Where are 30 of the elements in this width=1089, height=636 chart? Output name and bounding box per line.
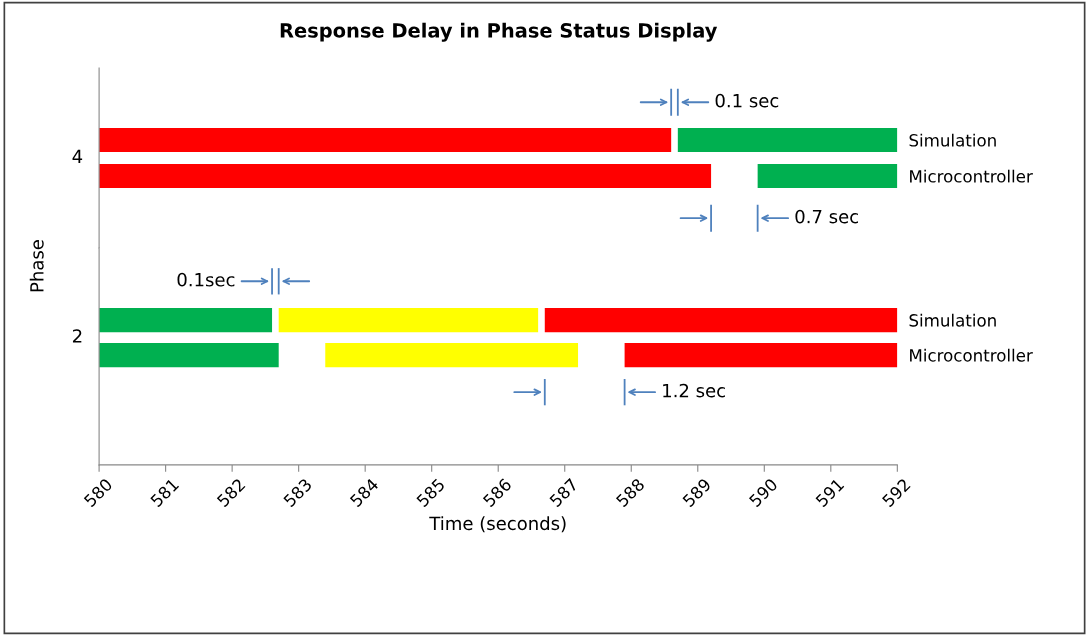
text: 0.1 sec — [715, 93, 779, 108]
bar — [99, 308, 273, 333]
x-tick-label: 585 — [415, 477, 446, 508]
x-axis-title: Time (seconds) — [429, 516, 566, 533]
bar — [624, 343, 898, 368]
y-tick-label: Simulation — [909, 313, 996, 327]
bar — [99, 343, 279, 368]
x-tick-label: 580 — [83, 477, 113, 508]
x-tick-label: 582 — [216, 478, 246, 508]
bar — [278, 308, 539, 333]
annotation: 1.2 sec — [663, 383, 725, 398]
y-tick-label: Microcontroller — [910, 169, 1033, 183]
x-tick-label: 581 — [149, 478, 180, 508]
x-tick-label: 592 — [881, 478, 911, 508]
text: 0.1sec — [177, 272, 235, 287]
bar — [544, 308, 898, 333]
text: 0.7 sec — [795, 209, 859, 224]
bar — [325, 343, 579, 368]
text: 4 — [72, 149, 83, 164]
y-axis-title: Phase — [29, 240, 44, 292]
x-tick-label: 590 — [748, 477, 779, 508]
x-tick-label: 588 — [615, 477, 646, 508]
y-tick-label: Simulation — [909, 133, 996, 147]
x-tick-label: 584 — [349, 477, 380, 508]
x-tick-label: 583 — [282, 477, 313, 508]
chart-title: Response Delay in Phase Status Display — [280, 22, 718, 42]
y-tick-label: Microcontroller — [910, 348, 1033, 362]
x-tick-label: 591 — [814, 478, 845, 508]
text: 2 — [72, 329, 82, 343]
x-tick-label: 589 — [681, 477, 712, 508]
